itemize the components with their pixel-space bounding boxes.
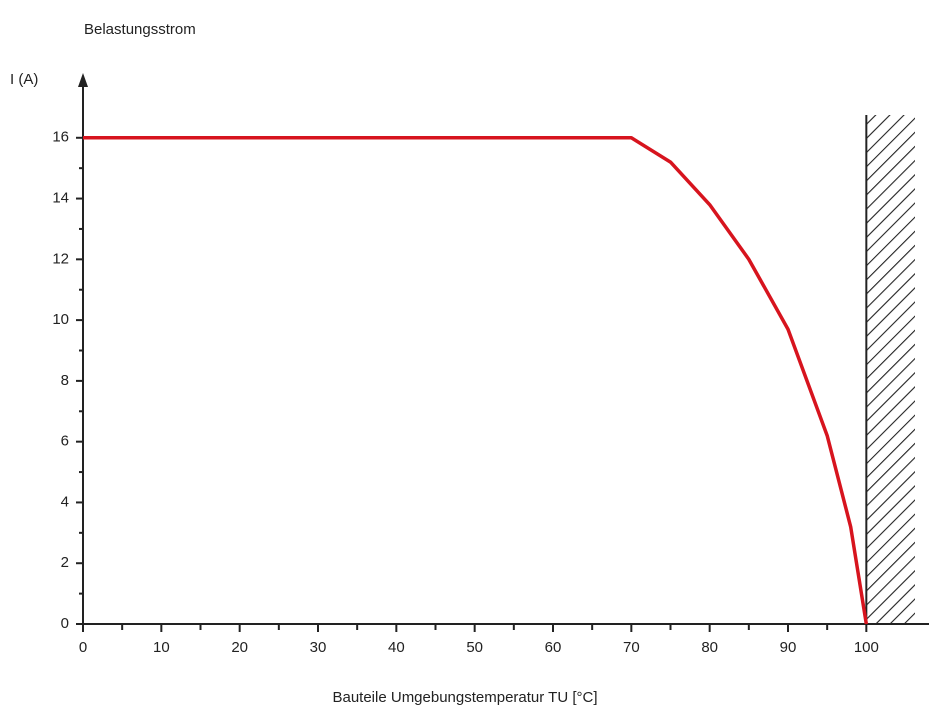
y-tick-label: 14 (52, 190, 69, 207)
y-tick-label: 8 (61, 372, 69, 389)
x-tick-label: 10 (153, 639, 170, 656)
x-tick-label: 90 (780, 639, 797, 656)
x-tick-label: 60 (545, 639, 562, 656)
y-tick-label: 4 (61, 493, 69, 510)
limit-hatch (866, 115, 915, 624)
x-tick-label: 50 (466, 639, 483, 656)
y-tick-label: 10 (52, 311, 69, 328)
x-tick-label: 30 (310, 639, 327, 656)
x-axis-label: Bauteile Umgebungstemperatur TU [°C] (332, 689, 597, 706)
x-tick-label: 40 (388, 639, 405, 656)
y-tick-label: 2 (61, 554, 69, 571)
y-tick-label: 12 (52, 250, 69, 267)
x-tick-label: 80 (701, 639, 718, 656)
y-tick-label: 0 (61, 615, 69, 632)
x-tick-label: 20 (231, 639, 248, 656)
y-tick-label: 6 (61, 433, 69, 450)
y-axis-arrow (78, 73, 88, 87)
x-tick-label: 70 (623, 639, 640, 656)
data-line (83, 136, 869, 625)
y-tick-label: 16 (52, 129, 69, 146)
chart-title: Belastungsstrom (84, 21, 196, 38)
x-tick-label: 100 (854, 639, 879, 656)
y-axis-label: I (A) (10, 71, 38, 88)
x-tick-label: 0 (79, 639, 87, 656)
